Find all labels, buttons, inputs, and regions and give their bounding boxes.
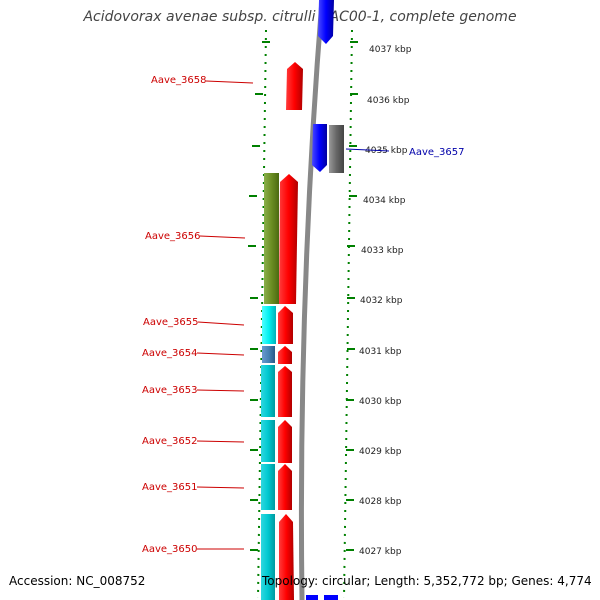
gene-label-aave-3653[interactable]: Aave_3653 [142,385,198,396]
feature-cyan-3653[interactable] [261,365,275,417]
right-ruler [343,29,358,599]
gene-label-aave-3656[interactable]: Aave_3656 [145,231,201,242]
feature-cyan-3650[interactable] [261,514,275,600]
scale-label-4032: 4032 kbp [360,296,403,306]
topology-summary: Topology: circular; Length: 5,352,772 bp… [262,574,592,588]
gene-arrow-aave-3652[interactable] [278,420,292,463]
gene-label-aave-3658[interactable]: Aave_3658 [151,75,207,86]
gene-arrow-aave-3657[interactable] [312,124,327,172]
gene-arrow-aave-3658[interactable] [286,62,303,110]
feature-cyan-3655[interactable] [262,306,276,344]
gene-labels: Aave_3658 Aave_3657 Aave_3656 Aave_3655 … [142,75,465,555]
scale-label-4036: 4036 kbp [367,96,410,106]
gene-arrow-aave-3651[interactable] [278,464,292,510]
reverse-strand-genes [306,0,344,600]
left-ruler [248,29,270,599]
gene-arrow-aave-3655[interactable] [278,306,293,344]
scale-label-4029: 4029 kbp [359,447,402,457]
feature-track-left [261,173,279,600]
feature-steel-3654[interactable] [262,346,275,363]
feature-cyan-3651[interactable] [261,464,275,510]
gene-label-aave-3657[interactable]: Aave_3657 [409,147,465,158]
gene-bottom-blue-1[interactable] [306,595,318,600]
scale-label-4030: 4030 kbp [359,397,402,407]
scale-label-4028: 4028 kbp [359,497,402,507]
gene-label-aave-3652[interactable]: Aave_3652 [142,436,198,447]
gene-label-aave-3651[interactable]: Aave_3651 [142,482,198,493]
scale-labels: 4037 kbp 4036 kbp 4035 kbp 4034 kbp 4033… [359,45,412,557]
genome-backbone [298,0,325,600]
label-leader-lines [196,80,390,550]
forward-strand-genes [278,62,303,600]
scale-label-4033: 4033 kbp [361,246,404,256]
feature-cyan-3652[interactable] [261,420,275,462]
gene-arrow-top-blue[interactable] [318,0,334,44]
scale-label-4031: 4031 kbp [359,347,402,357]
gene-label-aave-3654[interactable]: Aave_3654 [142,348,198,359]
accession-text: Accession: NC_008752 [9,574,146,588]
gene-arrow-aave-3656[interactable] [279,174,298,304]
feature-olive[interactable] [264,173,279,304]
gene-arrow-aave-3654[interactable] [278,346,292,364]
gene-arrow-aave-3653[interactable] [278,366,292,417]
scale-label-4037: 4037 kbp [369,45,412,55]
gene-bottom-blue-2[interactable] [324,595,338,600]
gene-arrow-aave-3650[interactable] [279,514,294,600]
map-title: Acidovorax avenae subsp. citrulli AAC00-… [83,9,517,25]
scale-label-4034: 4034 kbp [363,196,406,206]
gene-label-aave-3655[interactable]: Aave_3655 [143,317,199,328]
gene-label-aave-3650[interactable]: Aave_3650 [142,544,198,555]
scale-label-4027: 4027 kbp [359,547,402,557]
feature-gray-block[interactable] [329,125,344,173]
